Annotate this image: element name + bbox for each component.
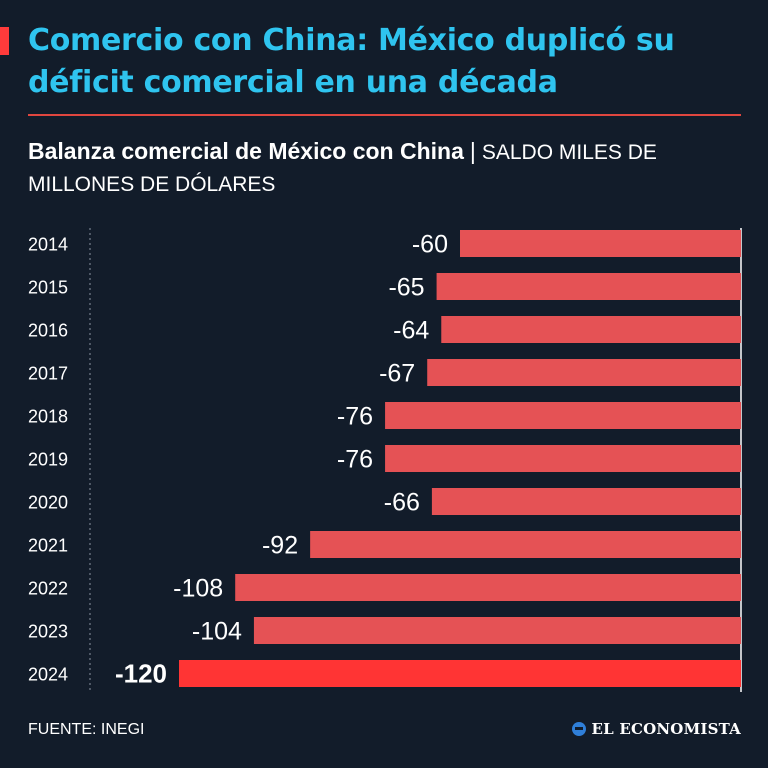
value-label: -120 xyxy=(115,659,167,689)
category-label: 2017 xyxy=(28,364,68,384)
bar xyxy=(310,531,741,558)
chart-title: Comercio con China: México duplicó su dé… xyxy=(28,23,675,100)
value-label: -76 xyxy=(337,446,373,474)
bar xyxy=(441,316,741,343)
chart-subtitle: Balanza comercial de México con China | SA… xyxy=(28,136,758,200)
bar xyxy=(179,660,741,687)
category-label: 2021 xyxy=(28,536,68,556)
category-label: 2018 xyxy=(28,407,68,427)
category-label: 2019 xyxy=(28,450,68,470)
brand-name: EL ECONOMISTA xyxy=(591,720,741,738)
value-label: -108 xyxy=(173,575,223,603)
title-divider xyxy=(28,114,741,116)
bar xyxy=(253,617,741,644)
category-label: 2024 xyxy=(28,665,68,685)
subtitle-separator: | xyxy=(469,138,476,164)
value-label: -76 xyxy=(337,403,373,431)
category-label: 2020 xyxy=(28,493,68,513)
bar xyxy=(436,273,741,300)
source-note: FUENTE: INEGI xyxy=(28,721,145,738)
title-accent-bar xyxy=(0,27,9,55)
category-label: 2016 xyxy=(28,321,68,341)
brand-logo: EL ECONOMISTA xyxy=(571,720,741,738)
bar xyxy=(431,488,741,515)
category-label: 2015 xyxy=(28,278,68,298)
value-label: -67 xyxy=(379,360,415,388)
value-label: -104 xyxy=(192,618,242,646)
value-label: -60 xyxy=(412,231,448,259)
bar xyxy=(385,445,741,472)
category-label: 2014 xyxy=(28,235,68,255)
bar xyxy=(427,359,741,386)
value-label: -64 xyxy=(393,317,429,345)
category-label: 2023 xyxy=(28,622,68,642)
subtitle-main: Balanza comercial de México con China xyxy=(28,138,464,164)
value-label: -92 xyxy=(262,532,298,560)
subtitle-unit: SALDO MILES DE MILLONES DE DÓLARES xyxy=(28,141,657,196)
value-label: -66 xyxy=(384,489,420,517)
bar xyxy=(385,402,741,429)
value-label: -65 xyxy=(388,274,424,302)
category-label: 2022 xyxy=(28,579,68,599)
bar xyxy=(460,230,741,257)
bar xyxy=(235,574,741,601)
brand-icon xyxy=(571,722,586,736)
